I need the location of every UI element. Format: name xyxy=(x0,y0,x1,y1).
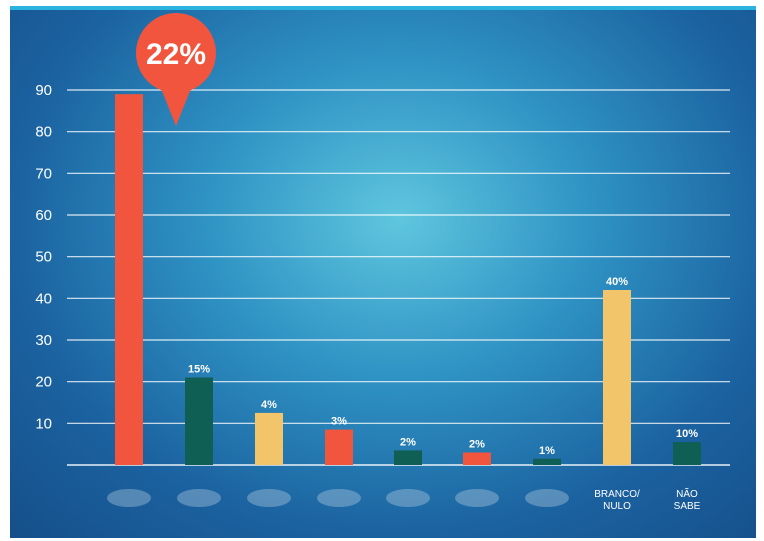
bar xyxy=(115,94,143,466)
y-tick-label: 10 xyxy=(35,415,52,432)
data-label: 2% xyxy=(469,439,485,451)
blurred-label xyxy=(525,489,569,507)
x-tick-label: NULO xyxy=(603,501,631,512)
bar xyxy=(325,429,353,465)
bar xyxy=(185,377,213,465)
blurred-label xyxy=(177,489,221,507)
bar xyxy=(673,442,701,465)
x-tick-label: NÃO xyxy=(676,487,698,500)
bar xyxy=(463,452,491,465)
bar xyxy=(533,458,561,465)
top-accent-line xyxy=(10,6,756,10)
blurred-label xyxy=(107,489,151,507)
data-label: 15% xyxy=(188,364,210,376)
blurred-label xyxy=(386,489,430,507)
y-tick-label: 20 xyxy=(35,374,52,391)
blurred-label xyxy=(455,489,499,507)
data-label: 3% xyxy=(331,416,347,428)
y-tick-label: 50 xyxy=(35,249,52,266)
y-tick-label: 90 xyxy=(35,82,52,99)
y-tick-label: 70 xyxy=(35,165,52,182)
highlight-bubble-circle xyxy=(136,13,216,93)
bar-chart: 10 20 30 40 50 60 70 80 90 15% 4% 3% 2% 2% 1% 40% 10% B… xyxy=(35,13,730,512)
x-tick-label: BRANCO/ xyxy=(594,489,640,500)
bar xyxy=(603,290,631,465)
blurred-label xyxy=(247,489,291,507)
y-tick-label: 40 xyxy=(35,290,52,307)
y-tick-label: 80 xyxy=(35,124,52,141)
data-label: 4% xyxy=(261,399,277,411)
data-label: 10% xyxy=(676,428,698,440)
highlight-bubble: 22% xyxy=(136,13,216,126)
data-label: 1% xyxy=(539,445,555,457)
highlight-bubble-pointer xyxy=(160,86,192,126)
data-labels-layer: 15% 4% 3% 2% 2% 1% 40% 10% xyxy=(188,276,698,457)
highlight-bubble-text: 22% xyxy=(146,38,206,71)
blurred-label xyxy=(317,489,361,507)
x-tick-label: SABE xyxy=(674,501,701,512)
bar xyxy=(394,450,422,465)
y-tick-label: 60 xyxy=(35,207,52,224)
bars-layer xyxy=(115,94,701,466)
bar xyxy=(255,412,283,465)
data-label: 2% xyxy=(400,436,416,448)
data-label: 40% xyxy=(606,276,628,288)
chart-panel: 10 20 30 40 50 60 70 80 90 15% 4% 3% 2% 2% 1% 40% 10% B… xyxy=(10,6,756,538)
y-axis-ticks: 10 20 30 40 50 60 70 80 90 xyxy=(35,82,52,432)
y-tick-label: 30 xyxy=(35,332,52,349)
